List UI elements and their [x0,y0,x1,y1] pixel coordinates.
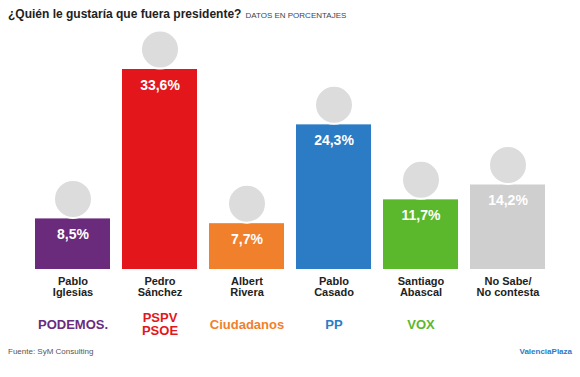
svg-text:PedroSánchez: PedroSánchez [138,275,183,298]
html-text:¿Quién le gustaría que fuera p: ¿Quién le gustaría que fuera presidente?… [8,7,347,21]
svg-text:7,7%: 7,7% [231,231,263,247]
svg-text:24,3%: 24,3% [314,132,354,148]
svg-text:SantiagoAbascal: SantiagoAbascal [398,275,445,298]
svg-text:11,7%: 11,7% [402,207,441,223]
svg-text:PSPVPSOE: PSPVPSOE [142,310,178,338]
svg-text:33,6%: 33,6% [140,77,180,93]
svg-text:AlbertRivera: AlbertRivera [230,275,265,298]
svg-text:PabloIglesias: PabloIglesias [53,275,93,298]
svg-text:PODEMOS.: PODEMOS. [38,317,108,332]
svg-text:PabloCasado: PabloCasado [314,275,354,298]
html-text:ValenciaPlaza: ValenciaPlaza [519,347,572,356]
html-text:Fuente: SyM Consulting: Fuente: SyM Consulting [8,347,94,356]
svg-text:VOX: VOX [407,317,435,332]
svg-text:Ciudadanos: Ciudadanos [210,317,284,332]
svg-text:14,2%: 14,2% [488,192,528,208]
svg-text:8,5%: 8,5% [57,226,89,242]
svg-text:No Sabe/No contesta: No Sabe/No contesta [477,275,541,298]
svg-text:PP: PP [325,317,343,332]
